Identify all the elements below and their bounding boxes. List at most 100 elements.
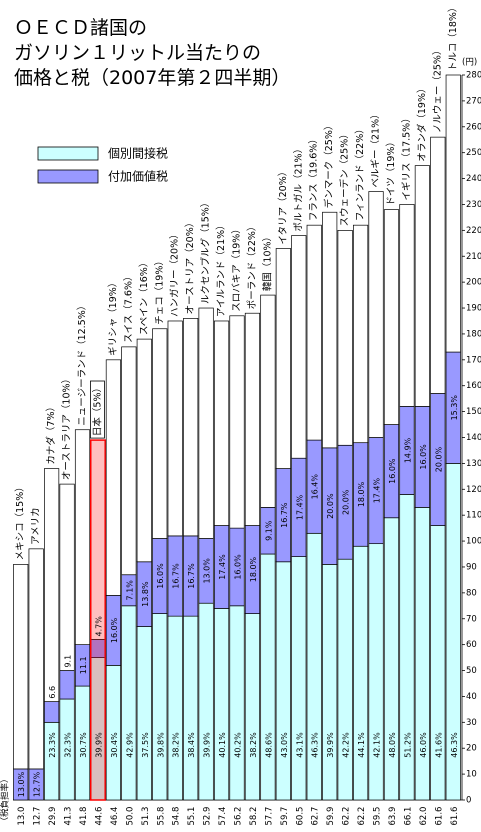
tax-burden-value: 63.9 [388,807,398,826]
category-label: ポーランド（22%） [246,222,258,310]
bar-segment [383,209,400,425]
segment-label: 39.9% [203,732,212,758]
y-tick-label: 140 [466,433,481,443]
y-tick-label: 130 [466,459,481,469]
segment-label: 17.4% [218,554,227,580]
y-tick-label: 280 [466,71,481,81]
segment-label: 42.2% [342,732,351,758]
tax-burden-value: 50.0 [125,807,135,826]
bar-segment [229,605,245,801]
segment-label: 16.0% [388,458,397,484]
bar-segment [136,626,152,801]
segment-label: 16.7% [187,563,196,589]
tax-burden-value: 44.6 [94,807,104,826]
tax-burden-value: 57.4 [218,807,228,826]
segment-label: 16.4% [311,474,320,500]
bar-segment [152,613,168,801]
legend-swatch [37,146,99,161]
segment-label: 42.1% [373,732,382,758]
category-label: イタリア（20%） [277,167,289,245]
bar-segment [44,701,60,723]
bar-segment [44,468,60,702]
y-tick-label: 50 [466,666,477,676]
category-label: アメリカ [31,507,42,545]
bar-segment [399,204,415,407]
segment-label: 16.7% [280,502,289,528]
bar-segment [28,548,44,770]
category-label: ベルギー（21%） [370,109,382,187]
tax-burden-value: 58.2 [249,807,259,826]
tax-burden-value: 12.7 [33,807,43,826]
category-label: オーストラリア（10%） [61,374,73,480]
segment-label: 39.8% [156,732,165,758]
bar-segment [275,248,291,469]
segment-label: 11.1 [79,656,88,674]
category-label: メキシコ（15%） [14,482,26,560]
segment-label: 12.7% [33,771,42,797]
segment-label: 46.3% [450,732,459,758]
segment-label: 16.0% [419,444,428,470]
tax-burden-value: 59.9 [326,807,336,826]
segment-label: 20.0% [326,493,335,519]
tax-burden-value: 51.3 [141,807,151,826]
segment-label: 13.0% [17,771,26,797]
y-tick-label: 160 [466,381,481,391]
bar-segment [59,670,75,700]
category-label: ニュージーランド（12.5%） [76,301,88,426]
bar-segment [244,613,261,801]
category-label: ハンガリー（20%） [169,229,181,317]
y-tick-label: 210 [466,252,481,262]
tax-burden-value: 46.4 [110,807,120,826]
segment-label: 4.7% [94,616,103,637]
category-label: イギリス（17.5%） [400,113,412,200]
category-label: スウェーデン（25%） [339,129,351,226]
tax-burden-value: 55.8 [156,807,166,826]
category-label: アイルランド（21%） [215,220,227,317]
category-label: ポルトガル（21%） [292,144,304,232]
tax-burden-value: 62.0 [419,807,429,826]
bar-segment [121,346,137,576]
y-tick-label: 40 [466,692,477,702]
segment-label: 39.9% [94,732,103,758]
bar-segment [167,320,183,537]
segment-label: 17.4% [373,477,382,503]
chart-title-line: ＯＥＣＤ諸国の [14,17,147,39]
bar-segment [167,615,183,801]
category-label: オーストリア（20%） [184,218,196,315]
tax-burden-value: 41.8 [79,807,89,826]
segment-label: 23.3% [48,732,57,758]
segment-label: 46.3% [311,732,320,758]
segment-label: 18.0% [249,556,258,582]
y-tick-label: 90 [466,562,477,572]
segment-label: 42.9% [125,732,134,758]
segment-label: 30.7% [79,732,88,758]
bar-segment [322,211,338,449]
bar-segment [291,556,307,801]
y-tick-label: 190 [466,304,481,314]
legend-swatch [37,169,99,184]
segment-label: 48.0% [388,732,397,758]
tax-burden-value: 60.5 [295,807,305,826]
bar-segment [291,235,307,459]
bar-segment [414,165,430,407]
category-label: オランダ（19%） [416,84,428,162]
tax-burden-value: 56.2 [234,807,244,826]
category-label: トルコ（18%） [447,3,459,71]
segment-label: 37.5% [141,732,150,758]
segment-label: 43.0% [280,732,289,758]
y-tick-label: 80 [466,588,477,598]
tax-burden-value: 54.8 [172,807,182,826]
y-tick-label: 110 [466,511,481,521]
category-label: チェコ（19%） [153,256,165,325]
segment-label: 32.3% [64,732,73,758]
segment-label: 13.0% [203,558,212,584]
y-tick-label: 10 [466,770,477,780]
y-tick-label: 60 [466,640,477,650]
bar-segment [322,564,338,801]
bar-segment [136,338,152,563]
bar-segment [368,543,384,801]
tax-burden-value: 57.7 [264,807,274,826]
tax-burden-value: 66.1 [403,807,413,826]
segment-label: 48.6% [264,732,273,758]
